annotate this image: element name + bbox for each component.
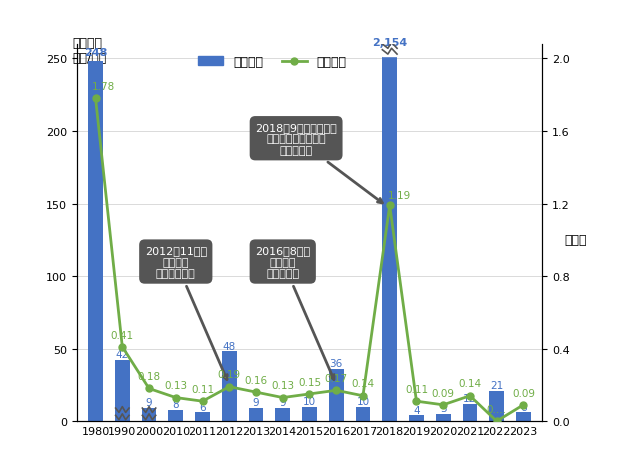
Text: 2018年9月に発生した
胆振東部地震に伴う
停電の影響: 2018年9月に発生した 胆振東部地震に伴う 停電の影響 (255, 122, 383, 203)
Bar (302, 407, 317, 421)
Text: 0.41: 0.41 (111, 330, 134, 340)
Text: 9: 9 (146, 397, 153, 407)
Text: 1.19: 1.19 (388, 190, 410, 200)
Bar (383, 52, 397, 421)
Bar (356, 407, 370, 421)
Bar (409, 415, 424, 421)
Text: 42: 42 (116, 350, 129, 360)
Bar (463, 404, 477, 421)
Text: 0.09: 0.09 (432, 388, 454, 398)
Text: 0.19: 0.19 (218, 370, 241, 380)
Bar (383, 51, 397, 56)
Bar (516, 413, 531, 421)
Text: 8: 8 (172, 399, 179, 409)
Text: 0.11: 0.11 (405, 384, 428, 394)
Text: 6: 6 (199, 402, 206, 412)
Text: 0.14: 0.14 (458, 379, 482, 389)
Text: 4: 4 (413, 405, 420, 414)
Text: 0.09: 0.09 (512, 388, 535, 398)
Text: 0....: 0.... (487, 404, 507, 414)
Text: 9: 9 (280, 397, 286, 407)
Text: 0.16: 0.16 (244, 375, 268, 385)
Text: 5: 5 (440, 403, 446, 413)
Text: 0.13: 0.13 (271, 381, 294, 391)
Bar (195, 413, 210, 421)
Bar (115, 360, 130, 421)
Text: 12: 12 (463, 393, 477, 403)
Bar (222, 352, 237, 421)
Y-axis label: （回）: （回） (564, 233, 587, 246)
Text: 48: 48 (223, 341, 236, 351)
Text: 248: 248 (84, 48, 107, 58)
Bar (88, 62, 103, 421)
Bar (169, 410, 183, 421)
Text: 0.11: 0.11 (191, 384, 214, 394)
Text: 9: 9 (253, 397, 259, 407)
Bar (436, 414, 451, 421)
Legend: 停電時間, 停電回数: 停電時間, 停電回数 (193, 51, 352, 74)
Bar (329, 369, 343, 421)
Bar (142, 408, 156, 421)
Bar (249, 408, 264, 421)
Text: 0.13: 0.13 (164, 381, 187, 391)
Text: 2,154: 2,154 (372, 38, 407, 48)
Text: 0.14: 0.14 (352, 379, 374, 389)
Text: 0.15: 0.15 (298, 377, 321, 387)
Text: 0.17: 0.17 (325, 373, 348, 383)
Text: 21: 21 (490, 380, 503, 390)
Y-axis label: 停電時間
（分/戸）: 停電時間 （分/戸） (72, 37, 107, 65)
Bar (275, 408, 290, 421)
Text: 1.78: 1.78 (92, 82, 115, 92)
Text: 36: 36 (330, 359, 343, 368)
Bar (489, 391, 504, 421)
Text: 6: 6 (520, 402, 527, 412)
Text: 0.18: 0.18 (138, 372, 161, 382)
Text: 10: 10 (356, 396, 370, 406)
Text: 2012年11月に
発生した
暴風雪の影響: 2012年11月に 発生した 暴風雪の影響 (144, 245, 227, 380)
Text: 2016年8月に
発生した
台風の影響: 2016年8月に 発生した 台風の影響 (255, 245, 334, 380)
Text: 10: 10 (303, 396, 316, 406)
